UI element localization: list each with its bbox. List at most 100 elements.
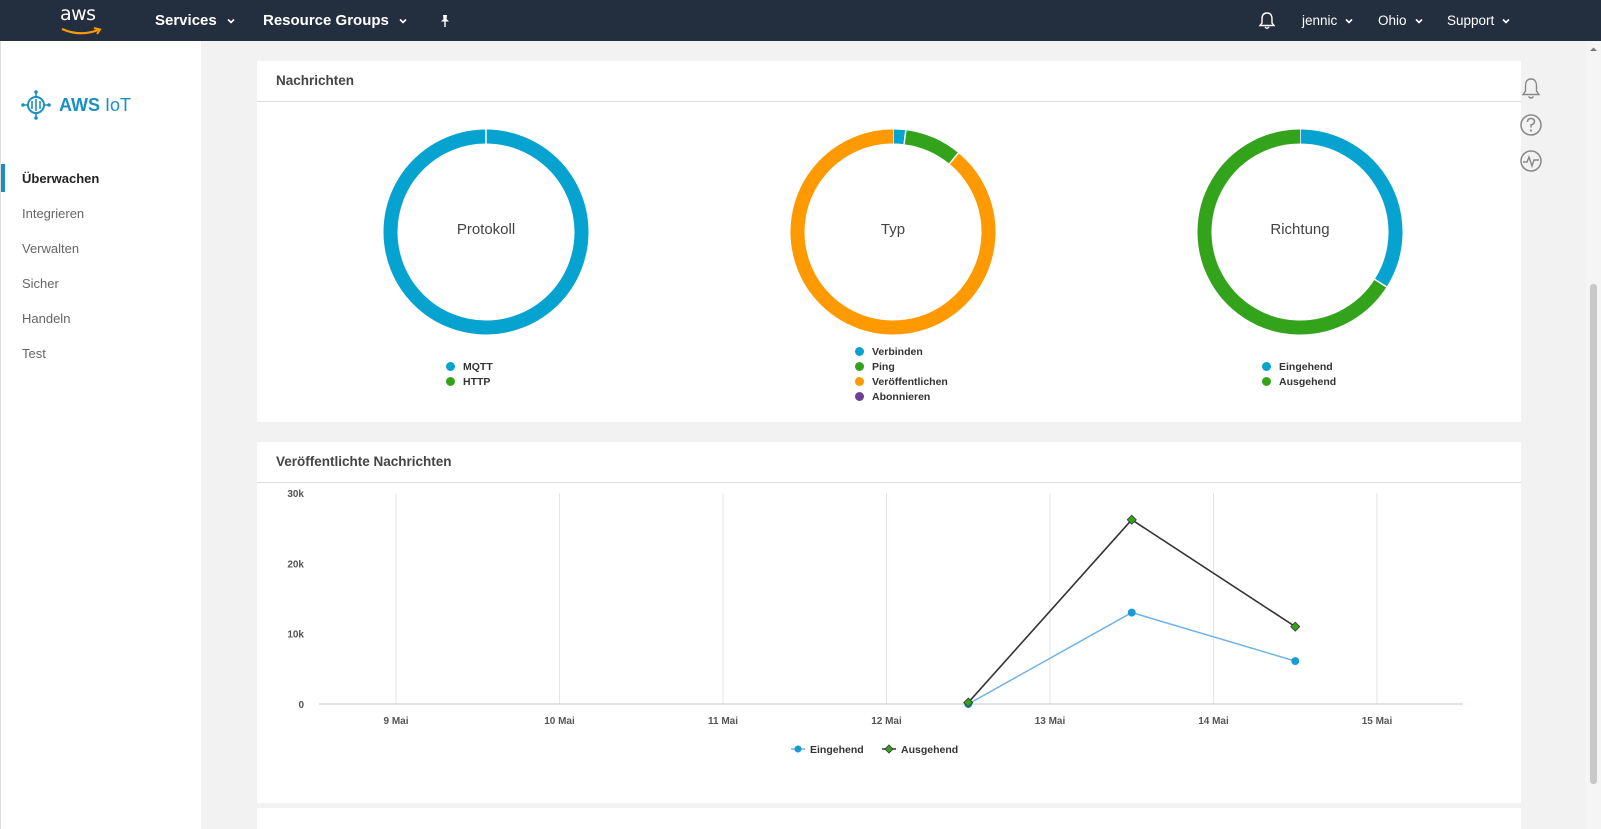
right-utility-rail xyxy=(1518,76,1548,184)
legend-label: Ausgehend xyxy=(901,744,958,756)
messages-card: Nachrichten Protokoll MQTT HTTP Typ Verb… xyxy=(257,61,1521,422)
services-menu[interactable]: Services xyxy=(155,0,235,41)
top-navigation-bar: aws Services Resource Groups jennic Ohio xyxy=(0,0,1601,41)
legend-label: MQTT xyxy=(463,360,493,373)
sidebar-item-label: Integrieren xyxy=(22,205,85,221)
richtung-donut-label: Richtung xyxy=(1270,221,1330,238)
published-messages-line-chart: 9 Mai 10 Mai 11 Mai 12 Mai 13 Mai 14 Mai 15 Ma… xyxy=(287,489,1463,756)
y-tick-label: 30k xyxy=(287,489,304,500)
aws-smile-icon xyxy=(61,27,102,35)
user-menu[interactable]: jennic xyxy=(1302,0,1353,41)
series-line-eingehend xyxy=(967,611,1296,705)
legend-dot xyxy=(855,347,864,356)
card-divider xyxy=(257,482,1521,483)
aws-iot-brand[interactable]: AWS IoT xyxy=(21,89,131,121)
legend-item[interactable]: Veröffentlichen xyxy=(855,374,948,389)
sidebar-item-label: Handeln xyxy=(22,310,71,326)
brand-name: AWS IoT xyxy=(59,95,131,116)
sidebar-item-ueberwachen[interactable]: Überwachen xyxy=(1,164,202,192)
pin-icon xyxy=(441,14,449,27)
region-menu[interactable]: Ohio xyxy=(1378,0,1423,41)
y-tick-label: 0 xyxy=(298,700,304,711)
legend-label: Ping xyxy=(872,360,895,373)
brand-name-light: IoT xyxy=(105,94,132,115)
x-tick-label: 11 Mai xyxy=(708,716,738,727)
page-scrollbar[interactable] xyxy=(1586,41,1601,829)
typ-donut-chart xyxy=(790,129,996,335)
sidebar: AWS IoT Überwachen Integrieren Verwalten… xyxy=(0,41,201,829)
legend-item[interactable]: HTTP xyxy=(446,374,493,389)
x-tick-label: 15 Mai xyxy=(1362,716,1393,727)
sidebar-item-sicher[interactable]: Sicher xyxy=(1,269,202,297)
legend-item[interactable]: MQTT xyxy=(446,359,493,374)
x-tick-label: 14 Mai xyxy=(1198,716,1229,727)
pin-button[interactable] xyxy=(438,0,452,41)
typ-donut-label: Typ xyxy=(880,221,906,238)
sidebar-item-label: Verwalten xyxy=(22,240,80,256)
donut-slice-separator xyxy=(948,152,959,165)
y-tick-label: 10k xyxy=(287,630,304,641)
sidebar-item-verwalten[interactable]: Verwalten xyxy=(1,234,202,262)
aws-logo[interactable]: aws xyxy=(60,4,104,36)
aws-logo-text: aws xyxy=(60,3,96,25)
sidebar-item-label: Sicher xyxy=(22,275,59,291)
resource-groups-label: Resource Groups xyxy=(263,12,389,29)
chevron-down-icon xyxy=(399,18,407,24)
legend-dot xyxy=(1262,377,1271,386)
legend-item[interactable]: Ping xyxy=(855,359,948,374)
legend-label: Verbinden xyxy=(872,345,923,358)
donut-slice xyxy=(892,129,906,145)
next-card-partial xyxy=(257,808,1521,829)
sidebar-item-handeln[interactable]: Handeln xyxy=(1,304,202,332)
legend-item[interactable]: Eingehend xyxy=(1262,359,1336,374)
region-label: Ohio xyxy=(1378,13,1407,28)
sidebar-item-label: Test xyxy=(22,345,46,361)
protokoll-donut-label: Protokoll xyxy=(456,221,516,238)
card-divider xyxy=(257,101,1521,102)
legend-dot xyxy=(855,362,864,371)
messages-card-title: Nachrichten xyxy=(276,73,355,88)
support-menu[interactable]: Support xyxy=(1447,0,1510,41)
user-label: jennic xyxy=(1302,13,1338,28)
chevron-down-icon xyxy=(227,18,235,24)
notifications-button[interactable] xyxy=(1258,0,1276,41)
data-point xyxy=(963,697,974,708)
legend-label: Abonnieren xyxy=(872,390,931,403)
help-icon[interactable] xyxy=(1518,112,1544,138)
x-tick-label: 12 Mai xyxy=(871,716,902,727)
legend-item[interactable]: Abonnieren xyxy=(855,389,948,404)
sidebar-item-label: Überwachen xyxy=(22,170,100,186)
y-tick-label: 20k xyxy=(287,559,304,570)
legend-label: HTTP xyxy=(463,375,491,388)
richtung-donut-chart xyxy=(1197,129,1403,335)
health-pulse-icon[interactable] xyxy=(1518,148,1544,174)
legend-dot xyxy=(855,377,864,386)
bell-icon xyxy=(1258,12,1276,29)
chevron-down-icon xyxy=(1345,18,1353,24)
donut-slice-separator xyxy=(1374,278,1387,288)
donut-slice xyxy=(1299,129,1403,287)
legend-label: Eingehend xyxy=(810,744,864,756)
published-messages-card: Veröffentlichte Nachrichten 9 Mai 10 Mai 1… xyxy=(257,442,1521,803)
scroll-up-arrow-icon[interactable] xyxy=(1589,45,1598,54)
legend-marker xyxy=(884,744,894,754)
typ-legend: Verbinden Ping Veröffentlichen Abonniere… xyxy=(855,344,948,404)
aws-iot-icon xyxy=(21,90,51,120)
donut-slice xyxy=(903,130,959,164)
legend-item[interactable]: Ausgehend xyxy=(1262,374,1336,389)
support-label: Support xyxy=(1447,13,1495,28)
bell-icon[interactable] xyxy=(1518,76,1544,102)
sidebar-item-test[interactable]: Test xyxy=(1,339,202,367)
published-card-title: Veröffentlichte Nachrichten xyxy=(276,454,452,469)
resource-groups-menu[interactable]: Resource Groups xyxy=(263,0,407,41)
x-tick-label: 10 Mai xyxy=(544,716,575,727)
scrollbar-thumb[interactable] xyxy=(1590,284,1597,784)
x-tick-label: 13 Mai xyxy=(1035,716,1066,727)
legend-label: Veröffentlichen xyxy=(872,375,948,388)
sidebar-item-integrieren[interactable]: Integrieren xyxy=(1,199,202,227)
brand-name-bold: AWS xyxy=(59,94,101,115)
x-tick-label: 9 Mai xyxy=(383,716,408,727)
data-point xyxy=(1291,657,1300,666)
legend-dot xyxy=(1262,362,1271,371)
legend-item[interactable]: Verbinden xyxy=(855,344,948,359)
